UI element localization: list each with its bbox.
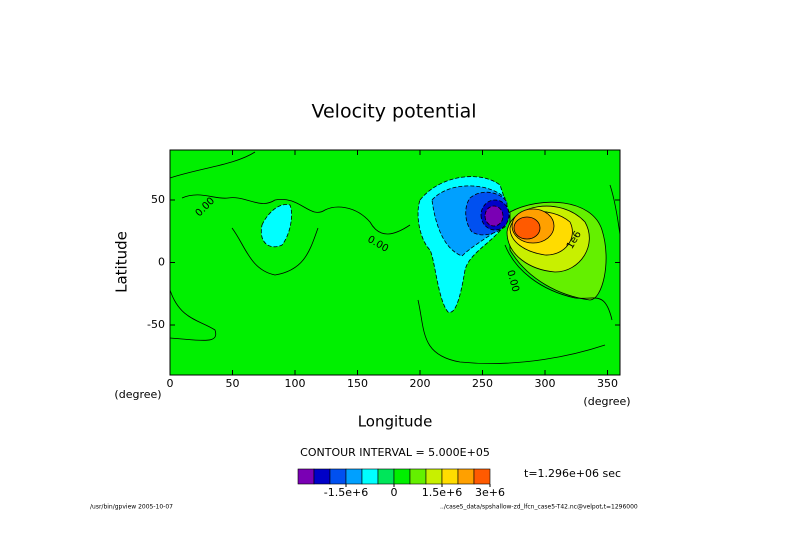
contour-line [504,244,613,321]
x-unit: (degree) [583,395,630,408]
colorbar-box [441,468,459,485]
colorbar-box [297,468,315,485]
contour-region [260,204,292,248]
y-tick-label: 0 [158,256,165,269]
x-tick-label: 200 [410,377,431,390]
time-label: t=1.296e+06 sec [524,467,621,480]
colorbar-box [473,468,491,485]
footer-left: /usr/bin/gpview 2005-10-07 [90,504,173,511]
colorbar-box [393,468,411,485]
x-tick-label: 350 [597,377,618,390]
x-tick-label: 300 [535,377,556,390]
colorbar-box [457,468,475,485]
y-tick-label: 50 [151,193,165,206]
contour-line [417,299,606,364]
colorbar-tick-label: 3e+6 [475,486,505,499]
x-tick-label: 250 [472,377,493,390]
contour-region [513,216,541,240]
x-tick-label: 0 [167,377,174,390]
y-unit: (degree) [114,388,161,401]
colorbar-tick-label: 1.5e+6 [422,486,462,499]
colorbar-box [345,468,363,485]
colorbar-box [329,468,347,485]
colorbar-box [313,468,331,485]
colorbar-box [361,468,379,485]
y-axis-label: Latitude [113,231,131,293]
x-tick-label: 50 [226,377,240,390]
colorbar-box [377,468,395,485]
footer-right: ../case5_data/spshallow-zd_lfcn_case5-T4… [440,504,638,511]
colorbar-tick-label: -1.5e+6 [324,486,368,499]
colorbar-tick-label: 0 [391,486,398,499]
colorbar-box [409,468,427,485]
contour-line [169,151,256,179]
x-tick-label: 100 [285,377,306,390]
chart-title: Velocity potential [311,101,476,123]
contour-line [231,227,319,276]
contour-interval: CONTOUR INTERVAL = 5.000E+05 [300,446,490,459]
y-tick-label: -50 [147,318,165,331]
x-axis-label: Longitude [358,413,433,431]
contour-line [181,194,411,235]
contour-region [484,205,504,227]
x-tick-label: 150 [347,377,368,390]
contour-line [609,184,621,236]
contour-line [169,289,217,341]
colorbar-box [425,468,443,485]
